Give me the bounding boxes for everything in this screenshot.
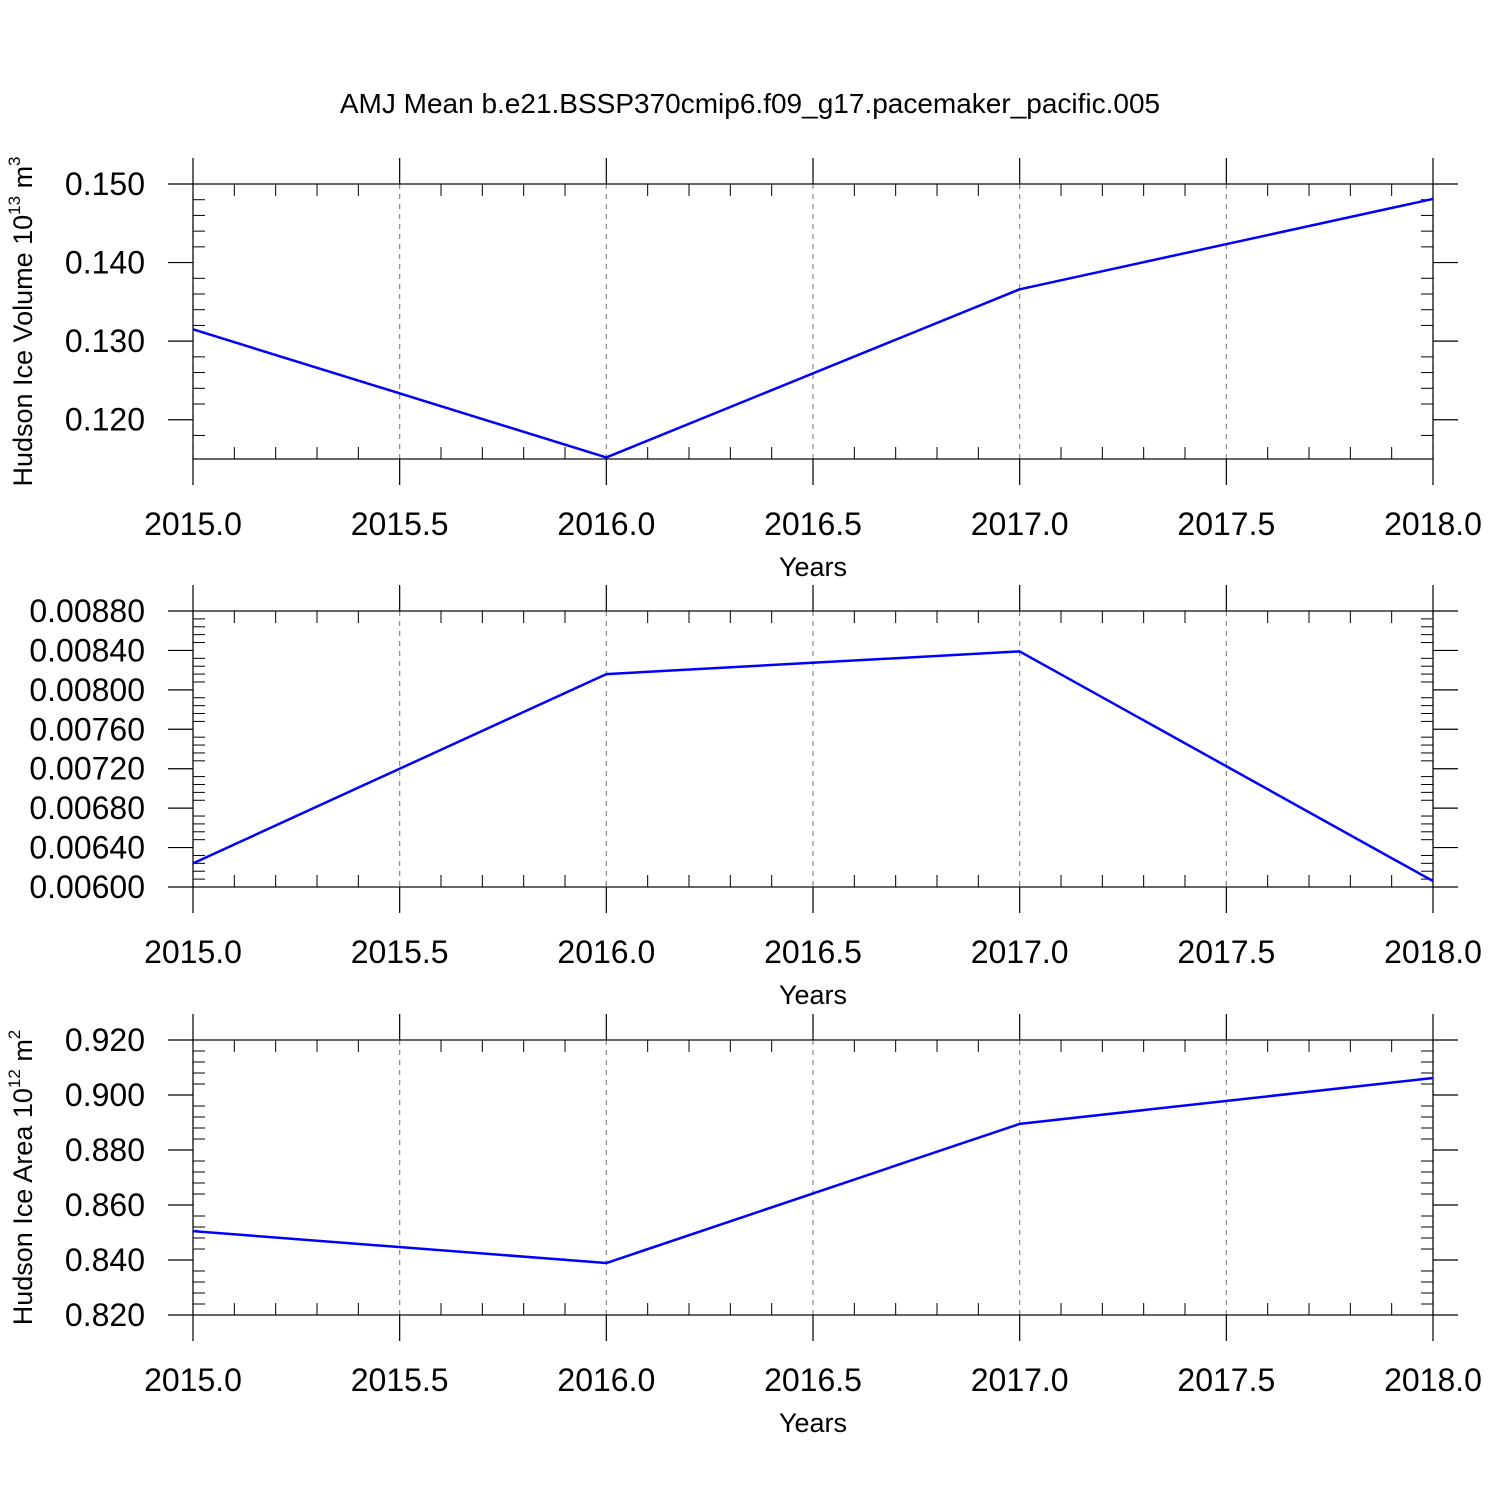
plot-frame xyxy=(192,183,1434,460)
y-axis-label-part: m xyxy=(0,578,4,608)
y-axis-label-part: m xyxy=(8,1039,38,1069)
y-axis-label: Hudson Ice Area 1012 m2 xyxy=(5,1030,38,1326)
y-tick-label: 0.00720 xyxy=(29,751,145,787)
x-tick-label: 2016.5 xyxy=(764,934,862,970)
x-tick-label: 2017.5 xyxy=(1177,1362,1275,1398)
y-axis-label-superscript: 3 xyxy=(5,156,24,165)
y-tick-label: 0.880 xyxy=(65,1132,145,1168)
x-tick-label: 2015.0 xyxy=(144,1362,242,1398)
y-tick-label: 0.00800 xyxy=(29,672,145,708)
data-line xyxy=(192,1076,1434,1265)
y-tick-label: 0.900 xyxy=(65,1077,145,1113)
y-tick-label: 0.00880 xyxy=(29,593,145,629)
y-axis-label: Hudson Ice Volume 1013 m3 xyxy=(5,156,38,486)
x-tick-label: 2017.0 xyxy=(971,506,1069,542)
x-tick-label: 2016.5 xyxy=(764,1362,862,1398)
y-tick-label: 0.120 xyxy=(65,402,145,438)
y-tick-label: 0.140 xyxy=(65,245,145,281)
y-tick-label: 0.840 xyxy=(65,1242,145,1278)
x-tick-label: 2015.5 xyxy=(351,1362,449,1398)
x-tick-label: 2016.5 xyxy=(764,506,862,542)
x-tick-label: 2016.0 xyxy=(557,934,655,970)
y-tick-label: 0.150 xyxy=(65,166,145,202)
data-line xyxy=(192,650,1434,883)
y-tick-label: 0.00760 xyxy=(29,711,145,747)
x-tick-label: 2016.0 xyxy=(557,1362,655,1398)
y-tick-label: 0.00680 xyxy=(29,790,145,826)
x-tick-label: 2018.0 xyxy=(1384,1362,1482,1398)
y-axis-label-part: Hudson Ice Volume 10 xyxy=(8,215,38,487)
x-tick-label: 2015.5 xyxy=(351,934,449,970)
y-axis-label-part: m xyxy=(8,166,38,196)
figure-title: AMJ Mean b.e21.BSSP370cmip6.f09_g17.pace… xyxy=(340,88,1160,119)
y-axis-label-superscript: 2 xyxy=(5,1030,24,1039)
plot-frame xyxy=(192,1039,1434,1316)
y-tick-label: 0.860 xyxy=(65,1187,145,1223)
x-tick-label: 2015.0 xyxy=(144,934,242,970)
y-axis-label-superscript: 13 xyxy=(5,196,24,215)
data-line xyxy=(192,197,1434,459)
x-tick-label: 2017.5 xyxy=(1177,506,1275,542)
y-axis-label-superscript: 12 xyxy=(5,1069,24,1088)
x-tick-label: 2017.0 xyxy=(971,934,1069,970)
x-tick-label: 2016.0 xyxy=(557,506,655,542)
y-tick-label: 0.820 xyxy=(65,1297,145,1333)
x-tick-label: 2017.5 xyxy=(1177,934,1275,970)
x-tick-label: 2015.5 xyxy=(351,506,449,542)
x-axis-label: Years xyxy=(779,980,847,1010)
y-axis-label-part: Hudson Ice Area 10 xyxy=(8,1088,38,1325)
x-tick-label: 2015.0 xyxy=(144,506,242,542)
x-tick-label: 2017.0 xyxy=(971,1362,1069,1398)
y-tick-label: 0.130 xyxy=(65,323,145,359)
y-axis-label-part: Hudson Snow Volume 10 xyxy=(0,627,4,930)
x-tick-label: 2018.0 xyxy=(1384,934,1482,970)
y-tick-label: 0.920 xyxy=(65,1022,145,1058)
y-tick-label: 0.00640 xyxy=(29,830,145,866)
x-axis-label: Years xyxy=(779,1408,847,1438)
y-axis-label: Hudson Snow Volume 1013 m3 xyxy=(0,568,4,930)
x-tick-label: 2018.0 xyxy=(1384,506,1482,542)
y-tick-label: 0.00840 xyxy=(29,632,145,668)
y-tick-label: 0.00600 xyxy=(29,869,145,905)
plot-frame xyxy=(192,610,1434,888)
x-axis-label: Years xyxy=(779,552,847,582)
